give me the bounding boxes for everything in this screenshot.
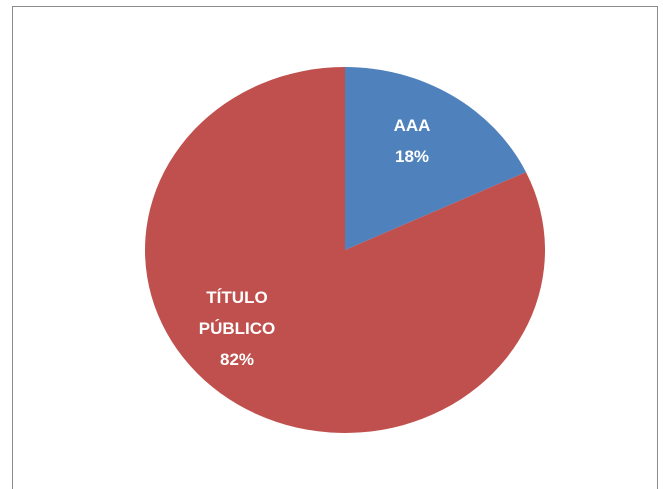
slice-category: AAA	[393, 116, 431, 135]
pie-slice	[345, 67, 526, 250]
slice-value: 18%	[394, 147, 430, 166]
pie-slice	[145, 67, 545, 433]
data-label: TÍTULO PÚBLICO 82%	[182, 282, 292, 375]
data-label: AAA 18%	[357, 110, 467, 172]
slice-category: TÍTULO PÚBLICO	[198, 288, 276, 338]
slice-value: 82%	[219, 350, 255, 369]
